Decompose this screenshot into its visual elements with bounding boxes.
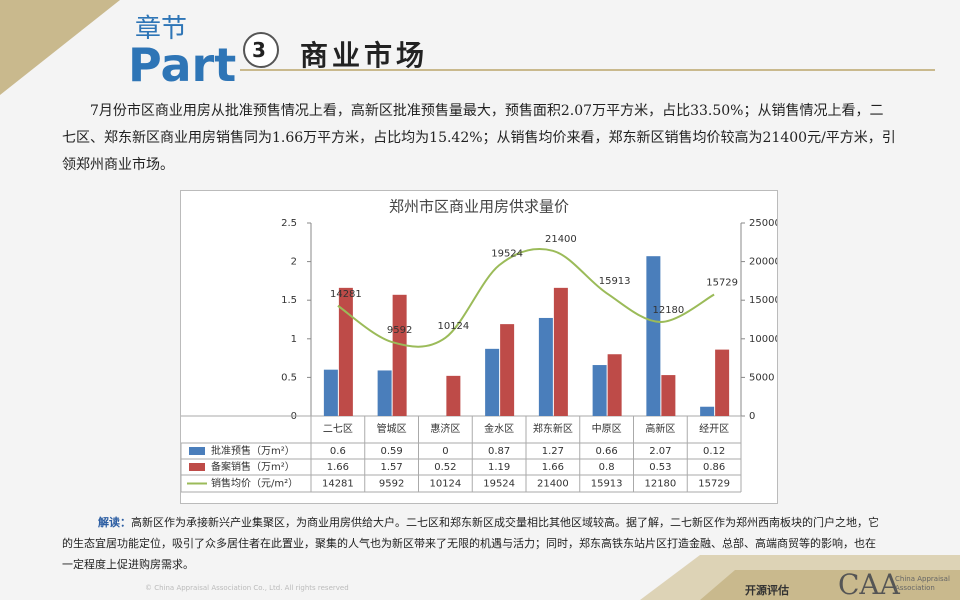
chapter-label: 章节 xyxy=(135,14,188,44)
data-label: 15913 xyxy=(599,276,631,287)
analysis-label: 解读： xyxy=(98,516,131,529)
table-cell: 15913 xyxy=(591,479,623,490)
table-cell: 0 xyxy=(442,446,448,457)
y2-tick-label: 20000 xyxy=(749,257,778,268)
data-label: 9592 xyxy=(387,325,412,336)
bar xyxy=(500,324,515,416)
line xyxy=(337,248,715,348)
bar xyxy=(377,370,392,416)
analysis: 解读：高新区作为承接新兴产业集聚区，为商业用房供给大户。二七区和郑东新区成交量相… xyxy=(62,512,882,575)
section-title: 商业市场 xyxy=(300,39,429,72)
table-cell: 0.86 xyxy=(703,462,725,473)
table-cell: 0.87 xyxy=(488,446,510,457)
bar xyxy=(700,406,715,416)
legend-label: 备案销售（万m²） xyxy=(211,460,295,473)
y-tick-label: 2 xyxy=(291,257,297,268)
table-cell: 9592 xyxy=(379,479,404,490)
x-tick-label: 二七区 xyxy=(323,423,353,435)
bar xyxy=(446,375,461,416)
part-label: Part xyxy=(128,38,237,92)
bar xyxy=(607,354,622,416)
table-cell: 0.8 xyxy=(599,462,615,473)
x-tick-label: 高新区 xyxy=(645,422,675,435)
y2-tick-label: 5000 xyxy=(749,372,774,383)
legend-key xyxy=(189,447,205,455)
table-cell: 10124 xyxy=(429,479,461,490)
logo-caa-sub: China Appraisal Association xyxy=(895,575,950,592)
bar xyxy=(538,317,553,416)
table-cell: 2.07 xyxy=(649,446,671,457)
table-cell: 0.52 xyxy=(434,462,456,473)
logo-caa: CAA xyxy=(838,568,900,600)
table-cell: 12180 xyxy=(644,479,676,490)
y-tick-label: 2.5 xyxy=(281,218,297,229)
copyright: © China Appraisal Association Co., Ltd. … xyxy=(145,584,349,592)
table-cell: 0.66 xyxy=(595,446,617,457)
x-tick-label: 惠济区 xyxy=(430,422,460,435)
table-cell: 1.66 xyxy=(327,462,349,473)
y-tick-label: 1.5 xyxy=(281,295,297,306)
data-label: 21400 xyxy=(545,234,577,245)
analysis-text: 高新区作为承接新兴产业集聚区，为商业用房供给大户。二七区和郑东新区成交量相比其他… xyxy=(62,516,879,571)
chart-title: 郑州市区商业用房供求量价 xyxy=(389,198,569,216)
table-cell: 1.57 xyxy=(380,462,402,473)
data-label: 15729 xyxy=(706,278,738,289)
x-tick-label: 经开区 xyxy=(699,422,729,435)
data-label: 14281 xyxy=(330,289,362,300)
x-tick-label: 管城区 xyxy=(377,422,407,435)
data-label: 19524 xyxy=(491,248,523,259)
table-cell: 21400 xyxy=(537,479,569,490)
y2-tick-label: 15000 xyxy=(749,295,778,306)
x-tick-label: 郑东新区 xyxy=(533,422,573,435)
x-tick-label: 金水区 xyxy=(484,422,514,435)
x-tick-label: 中原区 xyxy=(592,422,622,435)
table-cell: 1.27 xyxy=(542,446,564,457)
y-tick-label: 1 xyxy=(291,334,297,345)
bar xyxy=(392,294,407,416)
data-label: 10124 xyxy=(437,321,469,332)
y2-tick-label: 0 xyxy=(749,411,755,422)
y-tick-label: 0.5 xyxy=(281,372,297,383)
bar xyxy=(553,287,568,416)
bar xyxy=(323,369,338,416)
legend-label: 销售均价（元/m²） xyxy=(211,477,298,490)
table-cell: 14281 xyxy=(322,479,354,490)
bar xyxy=(485,348,500,416)
bar xyxy=(646,256,661,416)
bar xyxy=(592,365,607,416)
table-cell: 0.53 xyxy=(649,462,671,473)
bar xyxy=(715,349,730,416)
bar xyxy=(338,287,353,416)
y2-tick-label: 10000 xyxy=(749,334,778,345)
chart: 郑州市区商业用房供求量价 0 0.5 1 1.5 2 2.5 0 5000 10000 15000… xyxy=(180,190,778,504)
data-label: 12180 xyxy=(652,305,684,316)
bar xyxy=(661,375,676,416)
table-cell: 0.59 xyxy=(380,446,402,457)
chapter-number: 3 xyxy=(252,38,266,62)
table-cell: 0.6 xyxy=(330,446,346,457)
legend-label: 批准预售（万m²） xyxy=(211,444,295,457)
y2-tick-label: 25000 xyxy=(749,218,778,229)
intro-paragraph: 7月份市区商业用房从批准预售情况上看，高新区批准预售量最大，预售面积2.07万平… xyxy=(62,103,896,173)
table-cell: 15729 xyxy=(698,479,730,490)
table-cell: 1.19 xyxy=(488,462,510,473)
logo-text: 开源评估 xyxy=(745,584,789,597)
table-cell: 19524 xyxy=(483,479,515,490)
table-cell: 1.66 xyxy=(542,462,564,473)
legend-key xyxy=(189,463,205,471)
table-cell: 0.12 xyxy=(703,446,725,457)
